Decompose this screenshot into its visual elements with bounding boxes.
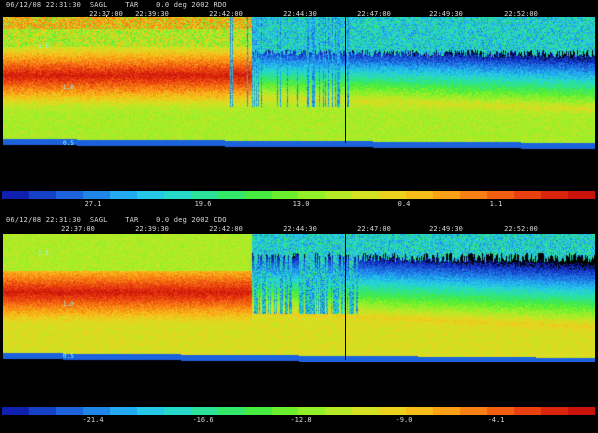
colorbar-swatch: [406, 191, 434, 199]
colorbar-swatch: [514, 407, 542, 415]
colorbar-swatch: [190, 191, 218, 199]
colorbar-swatch: [568, 191, 595, 199]
colorbar-swatch: [28, 191, 56, 199]
bottom-depth-marker: 1.5: [38, 250, 49, 257]
bottom-time-tick: 22:47:00: [357, 225, 391, 233]
colorbar-swatch: [325, 191, 353, 199]
colorbar-swatch: [406, 407, 434, 415]
colorbar-swatch: [352, 407, 380, 415]
top-time-tick: 22:47:00: [357, 10, 391, 18]
top-colorbar: [2, 191, 595, 199]
top-panel-header: 06/12/08 22:31:30 SAGL TAR 0.0 deg 2002 …: [6, 1, 227, 9]
bottom-colorbar-label: -21.4: [82, 416, 104, 424]
top-time-cursor: [345, 17, 346, 143]
colorbar-swatch: [379, 191, 407, 199]
colorbar-swatch: [28, 407, 56, 415]
top-time-tick: 22:37:00: [89, 10, 123, 18]
top-colorbar-label: 27.1: [84, 200, 102, 208]
colorbar-swatch: [190, 407, 218, 415]
colorbar-swatch: [217, 191, 245, 199]
top-time-tick: 22:42:00: [209, 10, 243, 18]
colorbar-swatch: [109, 407, 137, 415]
bottom-time-cursor: [345, 234, 346, 360]
colorbar-swatch: [136, 407, 164, 415]
bottom-echogram[interactable]: [3, 234, 595, 362]
colorbar-swatch: [217, 407, 245, 415]
colorbar-swatch: [352, 191, 380, 199]
colorbar-swatch: [271, 191, 299, 199]
colorbar-swatch: [460, 191, 488, 199]
colorbar-swatch: [460, 407, 488, 415]
top-colorbar-label: 19.6: [194, 200, 212, 208]
bottom-colorbar-label: -4.1: [487, 416, 505, 424]
bottom-depth-marker: 1.0: [63, 301, 74, 308]
colorbar-swatch: [514, 191, 542, 199]
top-time-tick: 22:52:00: [504, 10, 538, 18]
colorbar-swatch: [136, 191, 164, 199]
colorbar-swatch: [298, 191, 326, 199]
top-echogram[interactable]: [3, 17, 595, 152]
colorbar-swatch: [568, 407, 595, 415]
top-time-tick: 22:49:30: [429, 10, 463, 18]
bottom-time-tick: 22:39:30: [135, 225, 169, 233]
colorbar-swatch: [487, 191, 515, 199]
top-depth-marker: 1.5: [38, 43, 49, 50]
colorbar-swatch: [244, 191, 272, 199]
colorbar-swatch: [433, 191, 461, 199]
top-depth-marker: 0.5: [63, 140, 74, 147]
colorbar-swatch: [163, 407, 191, 415]
bottom-colorbar-label: -12.8: [290, 416, 312, 424]
bottom-colorbar-label: -16.6: [192, 416, 214, 424]
colorbar-swatch: [2, 407, 29, 415]
top-time-tick: 22:39:30: [135, 10, 169, 18]
colorbar-swatch: [325, 407, 353, 415]
colorbar-swatch: [541, 407, 569, 415]
colorbar-swatch: [271, 407, 299, 415]
colorbar-swatch: [109, 191, 137, 199]
bottom-colorbar: [2, 407, 595, 415]
top-colorbar-label: 13.0: [292, 200, 310, 208]
colorbar-swatch: [541, 191, 569, 199]
colorbar-swatch: [487, 407, 515, 415]
colorbar-swatch: [55, 191, 83, 199]
bottom-time-tick: 22:49:30: [429, 225, 463, 233]
top-colorbar-label: 1.1: [489, 200, 503, 208]
colorbar-swatch: [82, 407, 110, 415]
bottom-time-tick: 22:52:00: [504, 225, 538, 233]
bottom-time-tick: 22:44:30: [283, 225, 317, 233]
bottom-time-tick: 22:42:00: [209, 225, 243, 233]
colorbar-swatch: [2, 191, 29, 199]
bottom-depth-marker: 0.5: [63, 353, 74, 360]
bottom-time-tick: 22:37:00: [61, 225, 95, 233]
colorbar-swatch: [244, 407, 272, 415]
colorbar-swatch: [379, 407, 407, 415]
colorbar-swatch: [163, 191, 191, 199]
bottom-colorbar-label: -9.0: [395, 416, 413, 424]
colorbar-swatch: [82, 191, 110, 199]
top-colorbar-label: 0.4: [397, 200, 411, 208]
colorbar-swatch: [55, 407, 83, 415]
bottom-panel-header: 06/12/08 22:31:30 SAGL TAR 0.0 deg 2002 …: [6, 216, 227, 224]
top-depth-marker: 1.0: [63, 84, 74, 91]
colorbar-swatch: [433, 407, 461, 415]
colorbar-swatch: [298, 407, 326, 415]
top-time-tick: 22:44:30: [283, 10, 317, 18]
